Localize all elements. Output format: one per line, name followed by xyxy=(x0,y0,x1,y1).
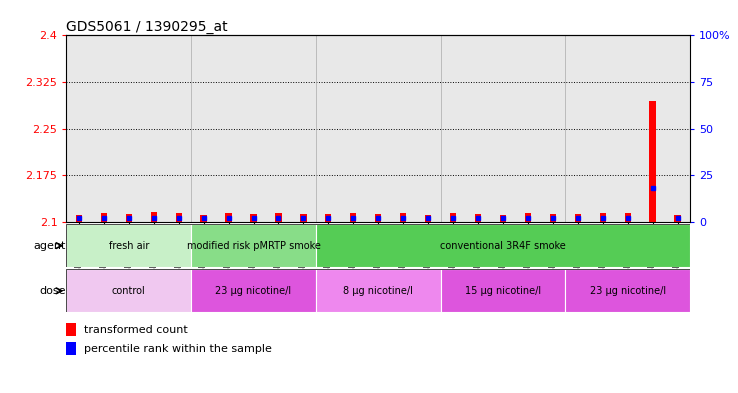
Bar xyxy=(350,213,356,222)
Text: dose: dose xyxy=(39,286,66,296)
Text: percentile rank within the sample: percentile rank within the sample xyxy=(84,344,272,354)
Text: transformed count: transformed count xyxy=(84,325,187,334)
Bar xyxy=(550,214,556,222)
Text: GDS5061 / 1390295_at: GDS5061 / 1390295_at xyxy=(66,20,228,34)
Bar xyxy=(66,224,191,267)
Text: 8 μg nicotine/l: 8 μg nicotine/l xyxy=(343,286,413,296)
Bar xyxy=(225,213,232,222)
Bar xyxy=(66,342,77,355)
Bar xyxy=(375,214,382,222)
Bar xyxy=(76,215,82,222)
Bar xyxy=(176,213,182,222)
Bar xyxy=(100,213,107,222)
Text: agent: agent xyxy=(33,241,66,251)
Text: fresh air: fresh air xyxy=(108,241,149,251)
Text: control: control xyxy=(112,286,145,296)
Bar xyxy=(300,214,306,222)
Bar xyxy=(500,215,506,222)
Text: modified risk pMRTP smoke: modified risk pMRTP smoke xyxy=(187,241,320,251)
Bar xyxy=(201,215,207,222)
Bar xyxy=(250,214,257,222)
Text: conventional 3R4F smoke: conventional 3R4F smoke xyxy=(440,241,566,251)
Bar xyxy=(125,214,132,222)
Bar xyxy=(151,212,157,222)
Bar xyxy=(675,215,680,222)
Bar xyxy=(316,224,690,267)
Bar xyxy=(649,101,656,222)
Bar xyxy=(191,269,316,312)
Bar xyxy=(66,269,191,312)
Bar xyxy=(624,213,631,222)
Bar xyxy=(325,214,331,222)
Bar xyxy=(316,269,441,312)
Bar xyxy=(275,213,282,222)
Bar xyxy=(565,269,690,312)
Text: 15 μg nicotine/l: 15 μg nicotine/l xyxy=(465,286,541,296)
Bar xyxy=(599,213,606,222)
Bar xyxy=(400,213,407,222)
Text: 23 μg nicotine/l: 23 μg nicotine/l xyxy=(215,286,292,296)
Bar xyxy=(441,269,565,312)
Bar xyxy=(525,213,531,222)
Bar xyxy=(575,214,581,222)
Bar xyxy=(425,215,431,222)
Bar xyxy=(191,224,316,267)
Bar xyxy=(66,323,77,336)
Text: 23 μg nicotine/l: 23 μg nicotine/l xyxy=(590,286,666,296)
Bar xyxy=(450,213,456,222)
Bar xyxy=(475,214,481,222)
